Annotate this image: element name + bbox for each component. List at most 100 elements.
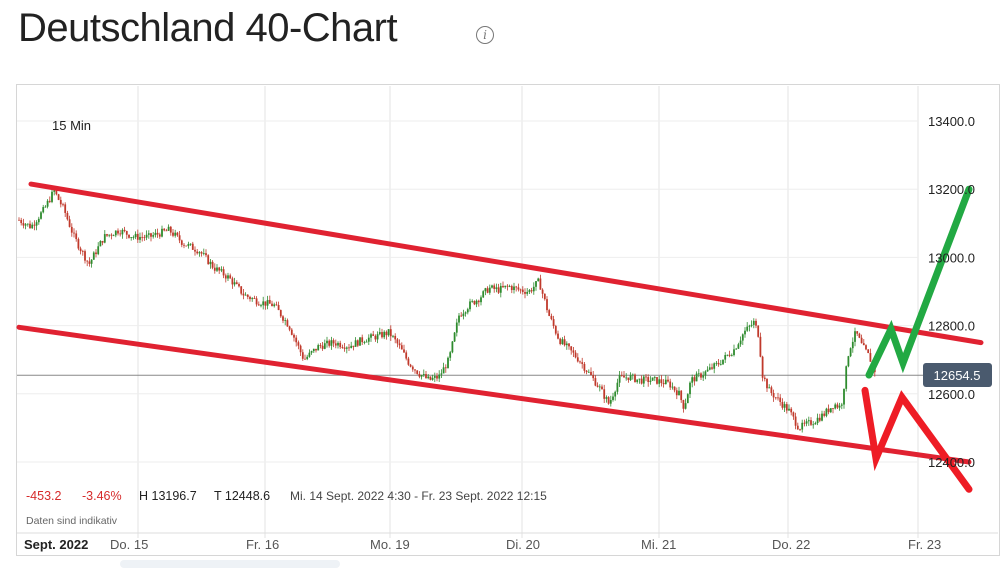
candle-body bbox=[524, 292, 526, 294]
candle-body bbox=[851, 341, 854, 349]
candle-body bbox=[20, 219, 23, 224]
candle-body bbox=[427, 376, 430, 379]
candle-body bbox=[867, 349, 870, 354]
bearish-arrow bbox=[861, 386, 973, 493]
candle-body bbox=[653, 377, 656, 378]
candle-body bbox=[279, 310, 282, 317]
bullish-arrow bbox=[865, 185, 973, 379]
candle-body bbox=[475, 300, 478, 305]
candle-body bbox=[777, 397, 779, 399]
candle-body bbox=[671, 386, 674, 388]
candle-body bbox=[145, 234, 148, 238]
candle-body bbox=[319, 345, 322, 346]
candle-body bbox=[370, 334, 372, 338]
candle-body bbox=[510, 286, 513, 291]
candle-body bbox=[198, 252, 201, 254]
candle-body bbox=[829, 408, 832, 413]
candle-body bbox=[253, 298, 256, 299]
candle-body bbox=[592, 374, 595, 379]
candle-body bbox=[394, 335, 397, 340]
candle-body bbox=[178, 235, 181, 241]
candle-body bbox=[620, 375, 623, 376]
candle-body bbox=[667, 379, 669, 382]
candle-body bbox=[506, 285, 509, 287]
candle-body bbox=[543, 293, 546, 300]
candle-body bbox=[823, 413, 826, 416]
candle-body bbox=[704, 371, 707, 376]
candle-body bbox=[143, 237, 146, 239]
candle-body bbox=[849, 348, 852, 357]
candle-body bbox=[383, 331, 386, 338]
candle-body bbox=[779, 397, 782, 402]
candle-body bbox=[502, 285, 504, 288]
candle-body bbox=[856, 331, 859, 334]
candle-body bbox=[84, 251, 86, 261]
candle-body bbox=[119, 233, 122, 235]
candle-body bbox=[810, 420, 812, 425]
candle-body bbox=[623, 375, 625, 378]
candle-body bbox=[869, 353, 872, 362]
candle-body bbox=[121, 229, 124, 235]
candle-body bbox=[411, 366, 414, 370]
candle-body bbox=[416, 370, 419, 374]
candle-body bbox=[790, 408, 793, 413]
candle-body bbox=[438, 374, 441, 379]
candle-body bbox=[838, 405, 841, 408]
candle-body bbox=[163, 228, 166, 231]
x-axis: Sept. 2022 Do. 15 Fr. 16 Mo. 19 Di. 20 Mi. 21… bbox=[17, 532, 998, 568]
candle-body bbox=[693, 377, 696, 382]
y-tick-label: 13400.0 bbox=[928, 114, 975, 129]
candle-body bbox=[405, 352, 408, 359]
candle-body bbox=[328, 340, 331, 346]
candle-body bbox=[865, 345, 867, 350]
candle-body bbox=[194, 249, 196, 252]
candle-body bbox=[603, 389, 606, 399]
candle-body bbox=[614, 391, 617, 397]
candle-body bbox=[768, 387, 771, 389]
candle-body bbox=[480, 297, 482, 303]
candle-body bbox=[22, 223, 25, 226]
channel-upper-line bbox=[28, 181, 984, 346]
interval-label[interactable]: 15 Min bbox=[52, 118, 91, 133]
candles bbox=[18, 188, 876, 433]
candle-body bbox=[477, 300, 480, 303]
candle-body bbox=[763, 377, 766, 379]
candle-body bbox=[539, 278, 542, 290]
candle-body bbox=[453, 332, 456, 342]
candle-body bbox=[55, 190, 58, 195]
candle-body bbox=[702, 375, 705, 378]
candle-body bbox=[213, 267, 216, 271]
candle-body bbox=[264, 301, 267, 306]
candle-body bbox=[708, 367, 711, 370]
candle-body bbox=[286, 320, 289, 327]
candle-body bbox=[75, 233, 78, 240]
candle-body bbox=[675, 390, 678, 396]
candle-body bbox=[68, 219, 71, 227]
candle-body bbox=[788, 408, 790, 411]
candle-body bbox=[174, 232, 177, 236]
candle-body bbox=[770, 387, 773, 393]
candle-body bbox=[607, 397, 610, 404]
candle-body bbox=[396, 339, 399, 344]
candle-body bbox=[695, 373, 698, 382]
candle-body bbox=[528, 290, 531, 292]
candle-body bbox=[744, 330, 746, 335]
disclaimer: Daten sind indikativ bbox=[26, 515, 118, 527]
x-tick-label: Fr. 23 bbox=[908, 537, 941, 552]
candle-body bbox=[660, 379, 663, 383]
candle-body bbox=[488, 287, 491, 293]
candle-body bbox=[367, 337, 370, 342]
candle-body bbox=[161, 228, 163, 237]
candle-body bbox=[33, 224, 36, 226]
info-icon[interactable]: i bbox=[476, 26, 494, 44]
candle-body bbox=[612, 396, 614, 400]
candle-body bbox=[51, 191, 53, 202]
candle-body bbox=[339, 342, 342, 348]
candle-body bbox=[106, 234, 108, 236]
candle-body bbox=[792, 412, 795, 417]
candle-body bbox=[590, 371, 592, 375]
x-tick-label: Fr. 16 bbox=[246, 537, 279, 552]
candle-body bbox=[818, 417, 821, 421]
candle-body bbox=[92, 252, 95, 260]
candle-body bbox=[231, 278, 234, 285]
